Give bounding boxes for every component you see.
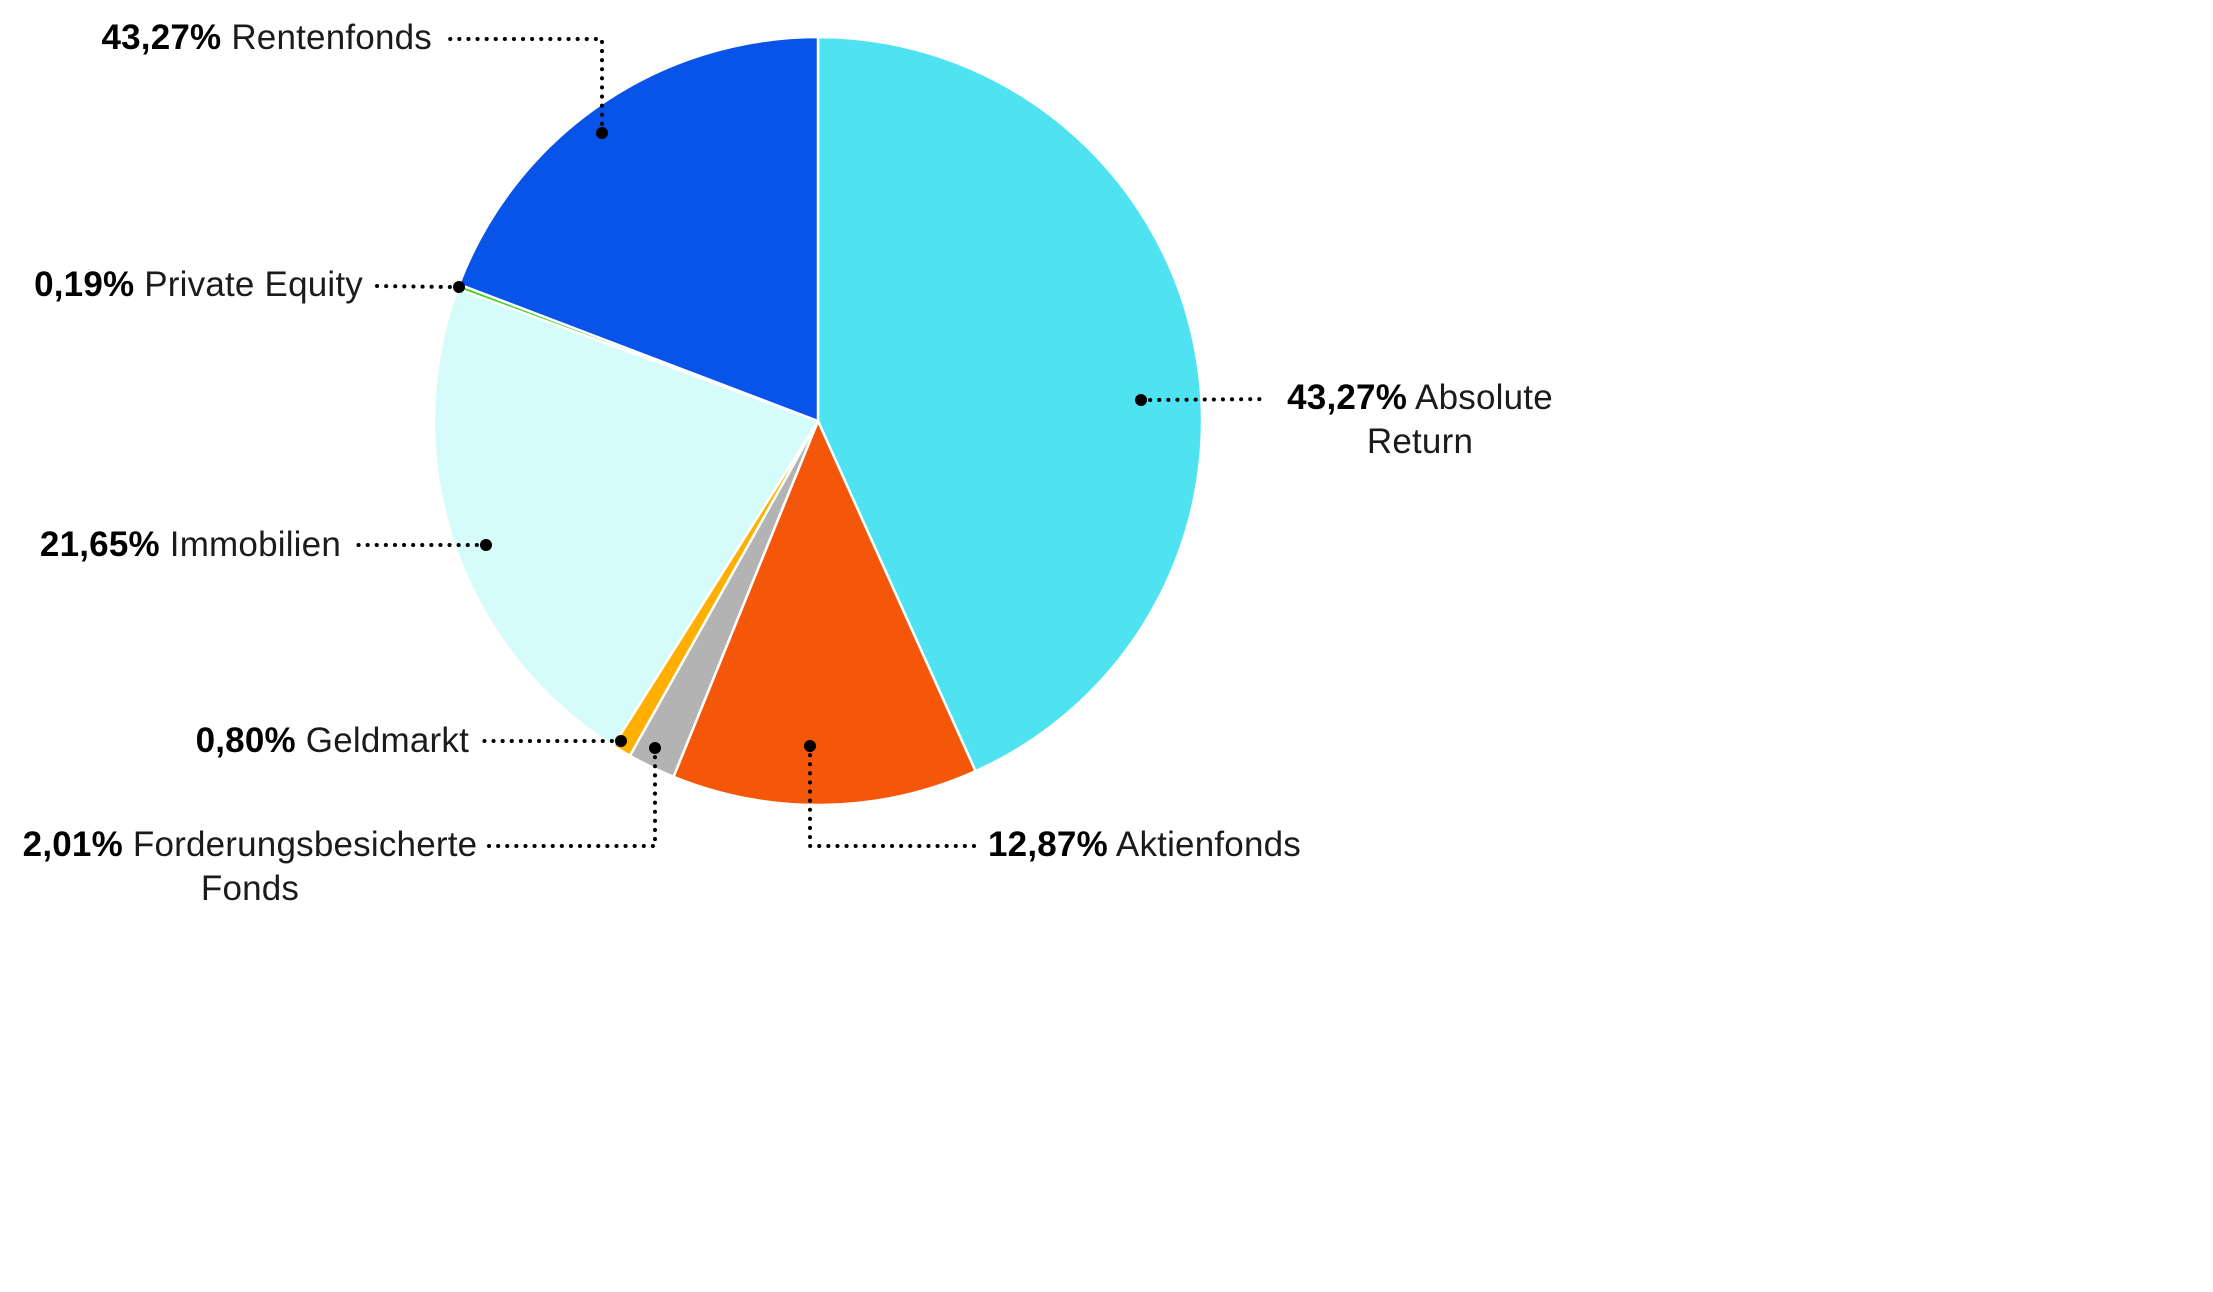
label-private-equity-name: Private Equity: [144, 265, 363, 304]
label-private-equity-pct: 0,19%: [34, 265, 135, 304]
label-geldmarkt: 0,80% Geldmarkt: [0, 719, 469, 763]
label-rentenfonds: 43,27% Rentenfonds: [0, 16, 432, 60]
label-absolute-return-pct: 43,27%: [1287, 378, 1408, 417]
label-private-equity: 0,19% Private Equity: [0, 263, 363, 307]
label-immobilien: 21,65% Immobilien: [0, 523, 341, 567]
leader-dot-forderungsbesicherte-fonds: [649, 742, 661, 754]
label-rentenfonds-pct: 43,27%: [101, 18, 222, 57]
leader-line-rentenfonds: [442, 37, 604, 135]
leader-dot-immobilien: [480, 539, 492, 551]
leader-dot-absolute-return: [1135, 394, 1147, 406]
label-forderungsbesicherte-fonds-pct: 2,01%: [22, 825, 123, 864]
label-absolute-return: 43,27% Absolute Return: [1280, 376, 1560, 464]
leader-dot-rentenfonds: [596, 127, 608, 139]
label-immobilien-pct: 21,65%: [39, 525, 160, 564]
leader-dot-private-equity: [453, 281, 465, 293]
pie-slice-rentenfonds: [457, 35, 820, 423]
leader-line-aktienfonds: [808, 744, 978, 848]
leader-dot-aktienfonds: [804, 740, 816, 752]
label-immobilien-name: Immobilien: [169, 525, 341, 564]
label-geldmarkt-name: Geldmarkt: [305, 721, 469, 760]
label-geldmarkt-pct: 0,80%: [195, 721, 296, 760]
leader-line-forderungsbesicherte-fonds: [480, 746, 657, 848]
pie-slice-immobilien: [432, 287, 820, 748]
label-aktienfonds: 12,87% Aktienfonds: [988, 823, 1301, 867]
leader-line-private-equity: [373, 284, 461, 289]
pie-slice-absolute-return: [816, 35, 1204, 773]
label-absolute-return-name: Absolute Return: [1366, 378, 1553, 461]
label-aktienfonds-name: Aktienfonds: [1115, 825, 1302, 864]
pie-slice-aktienfonds: [672, 419, 977, 807]
label-forderungsbesicherte-fonds: 2,01% Forderungsbesicherte Fonds: [10, 823, 490, 911]
label-rentenfonds-name: Rentenfonds: [231, 18, 432, 57]
leader-dot-geldmarkt: [615, 735, 627, 747]
label-aktienfonds-pct: 12,87%: [988, 825, 1108, 864]
label-forderungsbesicherte-fonds-name: Forderungsbesicherte Fonds: [132, 825, 478, 908]
leader-line-absolute-return: [1139, 397, 1270, 402]
